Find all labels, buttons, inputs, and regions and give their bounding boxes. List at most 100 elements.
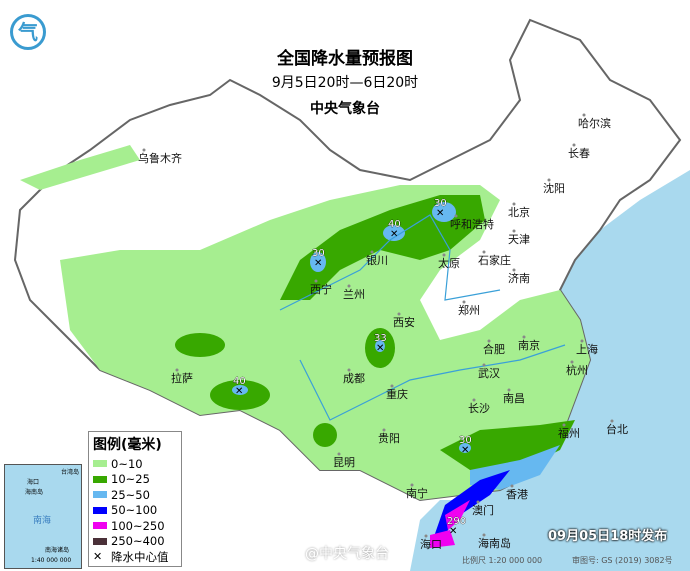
rain-center-value: 33: [374, 333, 387, 344]
city-label: 北京: [508, 205, 530, 219]
city-dot: [512, 229, 516, 233]
city-dot: [562, 423, 566, 427]
rain-0-10: [20, 145, 140, 190]
legend: 图例(毫米) 0~10 10~25 25~50 50~100 100~250 250~40…: [88, 431, 182, 567]
rain-center-icon: ✕: [436, 208, 444, 219]
city-label: 福州: [558, 426, 580, 440]
city-label: 兰州: [343, 288, 365, 301]
inset-label: 南海: [33, 516, 52, 526]
city-dot: [572, 143, 576, 147]
city-label: 上海: [576, 342, 598, 356]
scale: 比例尺 1:20 000 000: [462, 556, 543, 565]
rain-25-50: [432, 202, 456, 222]
city-dot: [476, 500, 480, 504]
rain-center-icon: ✕: [235, 386, 243, 397]
rain-center-value: 290: [447, 516, 466, 527]
rain-10-25: [313, 423, 337, 447]
city-label: 贵阳: [378, 432, 400, 445]
legend-swatch: [93, 537, 107, 545]
city-dot: [424, 534, 428, 538]
rain-100-250: [430, 500, 470, 548]
legend-label: 25~50: [111, 487, 150, 502]
rain-center-value: 30: [434, 198, 447, 209]
yangtze-river: [299, 344, 566, 421]
rain-25-50: [310, 252, 326, 272]
city-dot: [482, 363, 486, 367]
city-label: 银川: [366, 253, 388, 267]
city-dot: [547, 178, 551, 182]
city-dot: [390, 384, 394, 388]
approval-number: 审图号: GS (2019) 3082号: [572, 556, 673, 565]
city-label: 南昌: [503, 392, 525, 405]
legend-swatch: [93, 460, 107, 468]
city-label: 长沙: [468, 402, 490, 415]
city-label: 海南岛: [478, 536, 511, 550]
cma-logo: 气: [10, 14, 46, 50]
city-dot: [610, 419, 614, 423]
city-label: 长春: [568, 147, 590, 160]
rain-center-icon: ✕: [376, 343, 384, 354]
legend-item: 10~25: [93, 472, 177, 488]
legend-title: 图例(毫米): [93, 437, 162, 453]
legend-item: 250~400: [93, 534, 177, 550]
city-dot: [175, 368, 179, 372]
rain-center-value: 40: [388, 219, 401, 230]
inset-label: 海口: [27, 479, 40, 486]
city-label: 沈阳: [543, 181, 565, 195]
city-label: 西安: [393, 315, 415, 329]
rain-center-icon: ✕: [449, 526, 457, 537]
city-label: 天津: [508, 233, 530, 246]
city-label: 昆明: [333, 456, 355, 469]
city-dot: [370, 250, 374, 254]
city-label: 成都: [343, 372, 365, 385]
watermark: @中央气象台: [305, 546, 389, 562]
rain-center-value: 40: [233, 376, 246, 387]
city-dot: [507, 388, 511, 392]
map-title: 全国降水量预报图: [277, 49, 413, 69]
rain-center-icon: ✕: [390, 229, 398, 240]
city-dot: [522, 335, 526, 339]
city-dot: [512, 268, 516, 272]
legend-item: 25~50: [93, 487, 177, 503]
legend-label: 降水中心值: [111, 549, 169, 564]
city-label: 武汉: [478, 367, 500, 380]
rain-25-50: [232, 385, 248, 395]
city-dot: [410, 483, 414, 487]
city-label: 哈尔滨: [578, 116, 611, 130]
inset-label: 台湾岛: [61, 469, 80, 476]
city-label: 西宁: [310, 282, 332, 296]
rain-center-icon: ✕: [314, 258, 322, 269]
south-china-sea-inset: 海口 海南岛 台湾岛 南海 南海诸岛 1:40 000 000: [4, 464, 82, 569]
city-label: 南宁: [406, 486, 428, 500]
cross-icon: ✕: [93, 550, 103, 564]
inset-label: 海南岛: [25, 489, 44, 496]
city-label: 太原: [438, 257, 460, 270]
legend-label: 10~25: [111, 472, 150, 487]
inset-scale: 1:40 000 000: [31, 557, 72, 564]
legend-label: 50~100: [111, 503, 158, 518]
city-dot: [347, 368, 351, 372]
yellow-river: [279, 214, 501, 311]
legend-swatch: [93, 522, 107, 530]
city-dot: [512, 202, 516, 206]
city-dot: [462, 300, 466, 304]
city-label: 郑州: [458, 303, 480, 317]
city-dot: [454, 214, 458, 218]
city-dot: [397, 312, 401, 316]
legend-item: 0~10: [93, 456, 177, 472]
rain-10-25: [175, 333, 225, 357]
city-dot: [314, 279, 318, 283]
rain-0-10: [60, 185, 590, 500]
city-dot: [472, 398, 476, 402]
city-dot: [142, 148, 146, 152]
issue-time: 09月05日18时发布: [548, 529, 668, 544]
rain-25-50: [383, 225, 405, 241]
legend-item-center: ✕ 降水中心值: [93, 549, 177, 565]
city-dot: [482, 250, 486, 254]
city-dot: [510, 484, 514, 488]
rain-center-value: 30: [312, 248, 325, 259]
city-label: 乌鲁木齐: [138, 151, 182, 165]
rain-center-icon: ✕: [461, 445, 469, 456]
city-dot: [570, 360, 574, 364]
city-dot: [382, 428, 386, 432]
